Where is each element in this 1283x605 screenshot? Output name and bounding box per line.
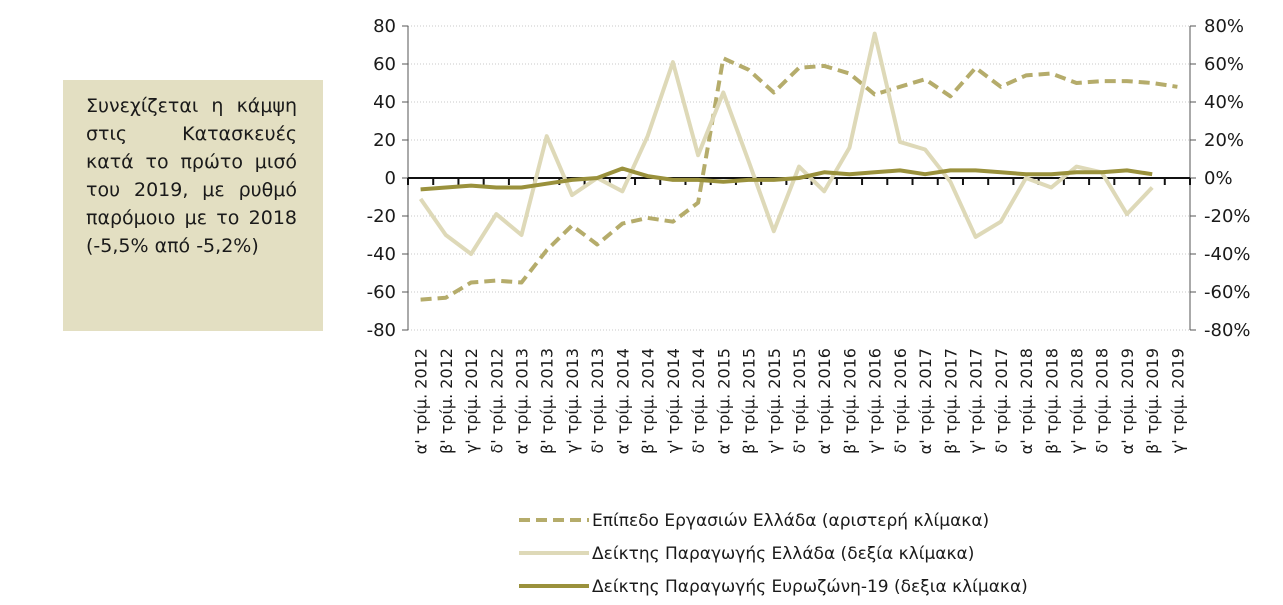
category-label: γ' τρίμ. 2014 [664, 348, 683, 453]
right-tick-label: -80% [1204, 320, 1251, 341]
series-line-1 [420, 56, 1178, 302]
series-line-2 [418, 31, 1154, 256]
category-label: β' τρίμ. 2019 [1143, 348, 1162, 454]
legend-label-2: Δείκτης Παραγωγής Ελλάδα (δεξία κλίμακα) [592, 544, 974, 564]
category-label: γ' τρίμ. 2013 [563, 348, 582, 453]
legend-label-3: Δείκτης Παραγωγής Ευρωζώνη-19 (δεξια κλί… [592, 577, 1028, 597]
right-tick-label: 0% [1204, 168, 1233, 189]
right-tick-label: 80% [1204, 16, 1244, 37]
category-label: γ' τρίμ. 2017 [967, 348, 986, 453]
right-tick-label: 60% [1204, 54, 1244, 75]
annotation-text: Συνεχίζεται η κάμψη στις Κατασκευές κατά… [86, 95, 297, 257]
category-label: γ' τρίμ. 2019 [1168, 348, 1187, 453]
left-tick-label: 40 [373, 92, 396, 113]
right-tick-label: -20% [1204, 206, 1251, 227]
category-label: δ' τρίμ. 2014 [689, 348, 708, 454]
category-label: α' τρίμ. 2013 [513, 348, 532, 454]
left-tick-label: 0 [385, 168, 396, 189]
category-label: β' τρίμ. 2014 [639, 348, 658, 454]
category-label: α' τρίμ. 2015 [714, 348, 733, 454]
left-tick-label: 20 [373, 130, 396, 151]
category-label: α' τρίμ. 2014 [613, 348, 632, 454]
category-label: γ' τρίμ. 2016 [866, 348, 885, 453]
category-label: α' τρίμ. 2019 [1118, 348, 1137, 454]
category-label: α' τρίμ. 2018 [1017, 348, 1036, 454]
left-tick-label: -60 [367, 282, 396, 303]
category-label: β' τρίμ. 2016 [840, 348, 859, 454]
category-label: δ' τρίμ. 2013 [588, 348, 607, 454]
gridlines [408, 25, 1190, 331]
right-tick-label: 20% [1204, 130, 1244, 151]
series-line-3 [420, 166, 1153, 192]
category-label: α' τρίμ. 2012 [412, 348, 431, 454]
right-tick-label: 40% [1204, 92, 1244, 113]
category-label: β' τρίμ. 2013 [538, 348, 557, 454]
category-label: γ' τρίμ. 2015 [765, 348, 784, 453]
right-tick-label: -40% [1204, 244, 1251, 265]
category-label: δ' τρίμ. 2018 [1093, 348, 1112, 454]
left-tick-label: -40 [367, 244, 396, 265]
legend: Επίπεδο Εργασιών Ελλάδα (αριστερή κλίμακ… [519, 511, 1028, 597]
category-label: δ' τρίμ. 2017 [992, 348, 1011, 454]
category-label: β' τρίμ. 2017 [941, 348, 960, 454]
category-label: β' τρίμ. 2015 [740, 348, 759, 454]
annotation-box: Συνεχίζεται η κάμψη στις Κατασκευές κατά… [63, 80, 323, 331]
category-label: α' τρίμ. 2017 [916, 348, 935, 454]
category-label: α' τρίμ. 2016 [815, 348, 834, 454]
left-tick-label: -80 [367, 320, 396, 341]
left-tick-label: -20 [367, 206, 396, 227]
left-tick-label: 80 [373, 16, 396, 37]
category-label: δ' τρίμ. 2015 [790, 348, 809, 454]
tick-labels: 80 80% 60 60% 40 40% 20 20% 0 0% -20 -20% -40 -40% -60… [367, 16, 1251, 454]
category-label: δ' τρίμ. 2016 [891, 348, 910, 454]
category-label: γ' τρίμ. 2012 [462, 348, 481, 453]
category-label: γ' τρίμ. 2018 [1067, 348, 1086, 453]
legend-label-1: Επίπεδο Εργασιών Ελλάδα (αριστερή κλίμακ… [592, 511, 989, 531]
category-label: δ' τρίμ. 2012 [487, 348, 506, 454]
category-label: β' τρίμ. 2018 [1042, 348, 1061, 454]
left-tick-label: 60 [373, 54, 396, 75]
right-tick-label: -60% [1204, 282, 1251, 303]
series-lines [418, 31, 1178, 302]
category-label: β' τρίμ. 2012 [437, 348, 456, 454]
